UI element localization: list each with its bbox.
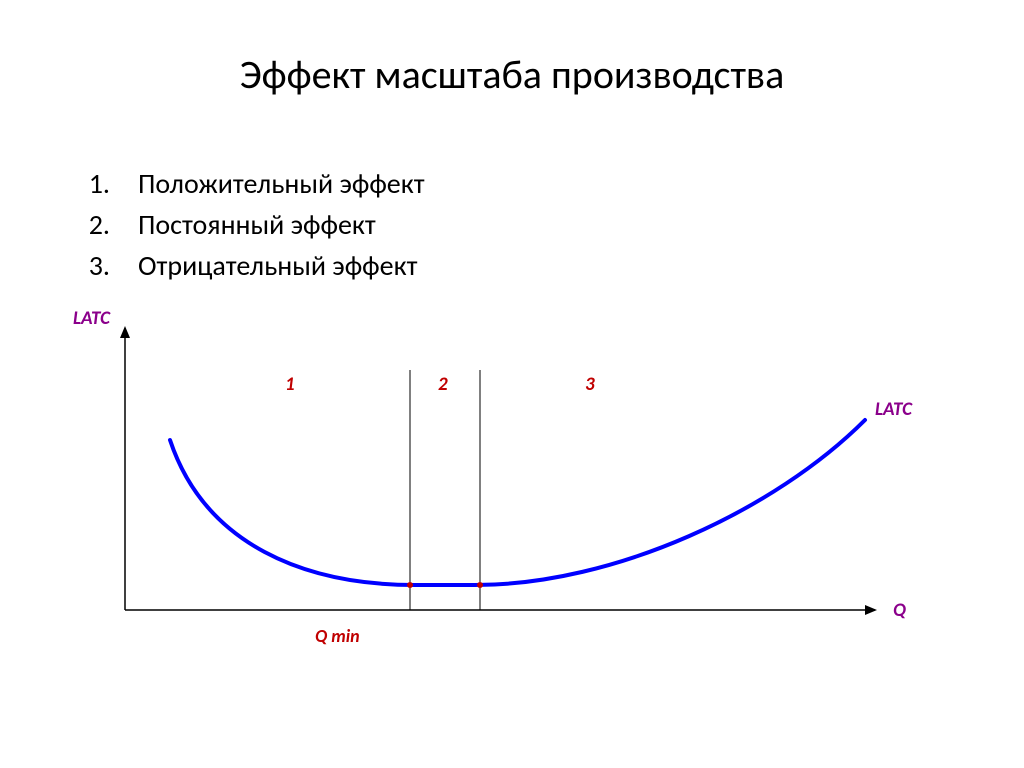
latc-chart: LATC Q LATC 1 2 3 Q min xyxy=(55,310,955,710)
svg-text:1: 1 xyxy=(285,373,295,396)
svg-text:3: 3 xyxy=(585,373,595,396)
effects-list: 1. Положительный эффект 2. Постоянный эф… xyxy=(60,160,425,289)
list-number: 1. xyxy=(60,166,110,201)
svg-text:LATC: LATC xyxy=(875,398,913,421)
list-text: Отрицательный эффект xyxy=(138,248,417,283)
list-number: 2. xyxy=(60,207,110,242)
svg-text:Q min: Q min xyxy=(315,625,360,647)
svg-text:LATC: LATC xyxy=(73,307,111,330)
svg-text:2: 2 xyxy=(438,373,448,396)
list-text: Положительный эффект xyxy=(138,166,425,201)
list-text: Постоянный эффект xyxy=(138,207,376,242)
svg-text:Q: Q xyxy=(893,599,906,622)
list-number: 3. xyxy=(60,248,110,283)
list-item: 3. Отрицательный эффект xyxy=(60,248,425,283)
page-title: Эффект масштаба производства xyxy=(0,50,1024,99)
chart-svg: LATC Q LATC 1 2 3 Q min xyxy=(55,310,955,710)
list-item: 2. Постоянный эффект xyxy=(60,207,425,242)
list-item: 1. Положительный эффект xyxy=(60,166,425,201)
